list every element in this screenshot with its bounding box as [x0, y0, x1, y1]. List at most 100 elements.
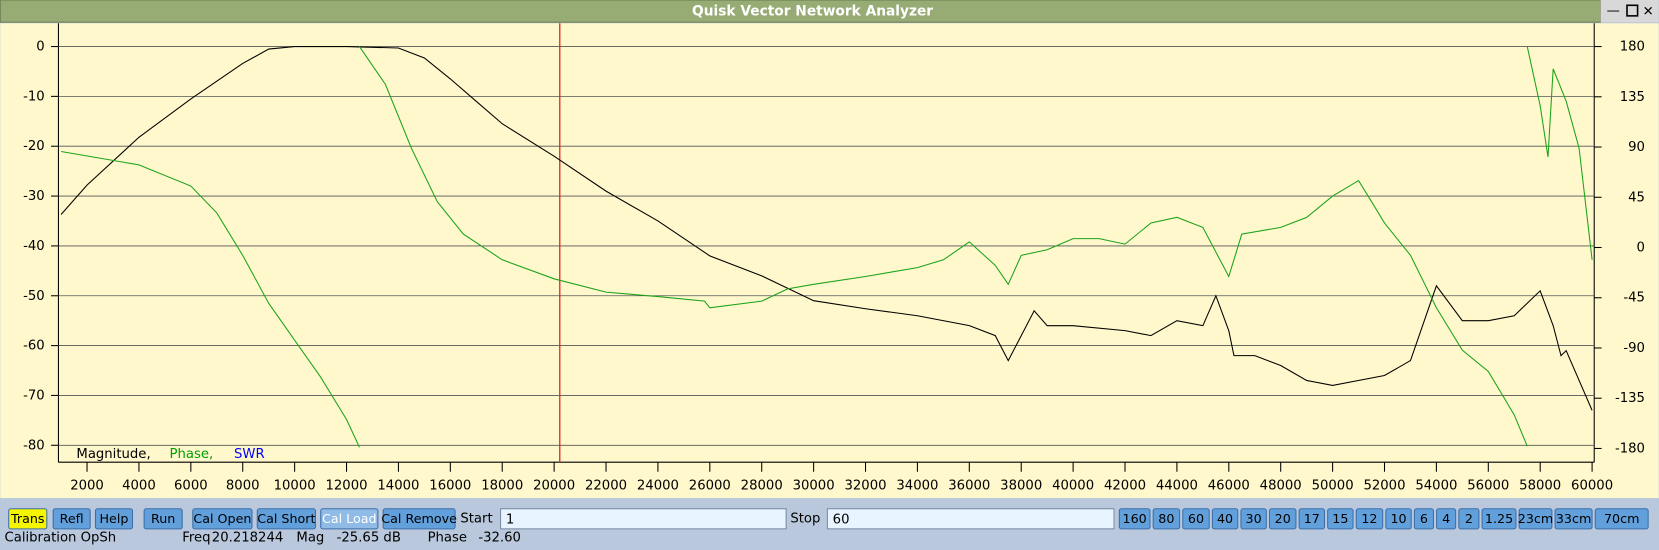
- x-tick-label: 12000: [325, 478, 367, 493]
- button[interactable]: [382, 508, 456, 530]
- y2-tick-label: -45: [1623, 291, 1645, 306]
- start-input[interactable]: [500, 508, 787, 530]
- x-tick-label: 60000: [1571, 478, 1613, 493]
- band-button[interactable]: [1385, 508, 1412, 530]
- band-label[interactable]: 6: [1420, 511, 1428, 526]
- band-button[interactable]: [1152, 508, 1181, 530]
- band-button[interactable]: [1182, 508, 1210, 530]
- x-tick-label: 20000: [533, 478, 575, 493]
- button-label[interactable]: Refl: [60, 511, 84, 526]
- button-label[interactable]: Run: [151, 511, 175, 526]
- band-label[interactable]: 20: [1275, 511, 1291, 526]
- button-label[interactable]: Cal Load: [322, 511, 377, 526]
- band-button[interactable]: [1481, 508, 1517, 530]
- band-label[interactable]: 30: [1246, 511, 1262, 526]
- band-label[interactable]: 80: [1158, 511, 1174, 526]
- x-tick-label: 58000: [1519, 478, 1561, 493]
- y-tick-label: -20: [23, 139, 45, 154]
- band-button[interactable]: [1458, 508, 1480, 530]
- band-button[interactable]: [1298, 508, 1326, 530]
- x-tick-label: 40000: [1052, 478, 1094, 493]
- button[interactable]: [320, 508, 379, 530]
- x-tick-label: 14000: [377, 478, 419, 493]
- maximize[interactable]: [1626, 4, 1639, 17]
- band-button[interactable]: [1594, 508, 1649, 530]
- band-label[interactable]: 33cm: [1556, 511, 1591, 526]
- close[interactable]: ✕: [1643, 5, 1654, 20]
- button[interactable]: [52, 508, 91, 530]
- band-label[interactable]: 70cm: [1604, 511, 1639, 526]
- button-label[interactable]: Cal Short: [257, 511, 315, 526]
- y2-tick-label: -90: [1623, 341, 1645, 356]
- series-line: [60, 46, 1593, 448]
- x-tick-label: 30000: [793, 478, 835, 493]
- band-label[interactable]: 23cm: [1518, 511, 1553, 526]
- y-tick-label: -60: [23, 339, 45, 354]
- minimize[interactable]: —: [1607, 4, 1620, 19]
- y-tick-label: -30: [23, 189, 45, 204]
- band-button[interactable]: [1240, 508, 1267, 530]
- status-mag-value: -25.65 dB: [337, 530, 401, 545]
- y2-tick-label: -135: [1615, 391, 1645, 406]
- status-phase-value: -32.60: [478, 530, 521, 545]
- band-label[interactable]: 2: [1465, 511, 1473, 526]
- x-tick-label: 42000: [1104, 478, 1146, 493]
- x-tick-label: 52000: [1363, 478, 1405, 493]
- button[interactable]: [256, 508, 316, 530]
- legend-entry: SWR: [234, 447, 265, 462]
- band-button[interactable]: [1436, 508, 1457, 530]
- band-button[interactable]: [1413, 508, 1434, 530]
- x-tick-label: 8000: [226, 478, 260, 493]
- status-message: Calibration OpSh: [5, 530, 117, 545]
- x-tick-label: 6000: [174, 478, 208, 493]
- y2-tick-label: 90: [1628, 140, 1645, 155]
- y-tick-label: -80: [23, 438, 45, 453]
- band-label[interactable]: 17: [1304, 511, 1320, 526]
- x-tick-label: 50000: [1312, 478, 1354, 493]
- band-label[interactable]: 15: [1332, 511, 1348, 526]
- y2-tick-label: 135: [1620, 90, 1645, 105]
- band-label[interactable]: 12: [1361, 511, 1377, 526]
- band-button[interactable]: [1211, 508, 1239, 530]
- button-label[interactable]: Cal Open: [193, 511, 251, 526]
- y-tick-label: 0: [36, 40, 44, 55]
- button-label[interactable]: Cal Remove: [381, 511, 457, 526]
- x-tick-label: 16000: [429, 478, 471, 493]
- x-tick-label: 24000: [637, 478, 679, 493]
- band-button[interactable]: [1327, 508, 1354, 530]
- band-label[interactable]: 160: [1123, 511, 1147, 526]
- x-tick-label: 26000: [689, 478, 731, 493]
- button[interactable]: [143, 508, 183, 530]
- band-button[interactable]: [1518, 508, 1553, 530]
- band-button[interactable]: [1268, 508, 1297, 530]
- band-label[interactable]: 1.25: [1485, 511, 1513, 526]
- window-controls: [1600, 0, 1659, 23]
- button[interactable]: [94, 508, 134, 530]
- window-title: Quisk Vector Network Analyzer: [692, 4, 933, 20]
- band-button[interactable]: [1355, 508, 1384, 530]
- band-button[interactable]: [1554, 508, 1593, 530]
- button-label[interactable]: Help: [100, 511, 129, 526]
- x-tick-label: 46000: [1208, 478, 1250, 493]
- x-tick-label: 44000: [1156, 478, 1198, 493]
- band-label[interactable]: 60: [1188, 511, 1204, 526]
- x-tick-label: 56000: [1467, 478, 1509, 493]
- y2-tick-label: 180: [1620, 40, 1645, 55]
- band-label[interactable]: 40: [1217, 511, 1233, 526]
- band-label[interactable]: 10: [1390, 511, 1406, 526]
- y2-tick-label: 0: [1637, 241, 1645, 256]
- x-tick-label: 36000: [948, 478, 990, 493]
- button[interactable]: [192, 508, 253, 530]
- band-button[interactable]: [1118, 508, 1151, 530]
- band-label[interactable]: 4: [1442, 511, 1450, 526]
- y-tick-label: -50: [23, 289, 45, 304]
- button-label[interactable]: Trans: [10, 511, 45, 526]
- button[interactable]: [8, 508, 48, 530]
- start-label: Start: [460, 511, 492, 526]
- stop-input[interactable]: [826, 508, 1115, 530]
- start-value[interactable]: 1: [506, 512, 514, 527]
- legend-entry: Magnitude,: [76, 447, 150, 462]
- x-tick-label: 48000: [1260, 478, 1302, 493]
- stop-value[interactable]: 60: [833, 512, 850, 527]
